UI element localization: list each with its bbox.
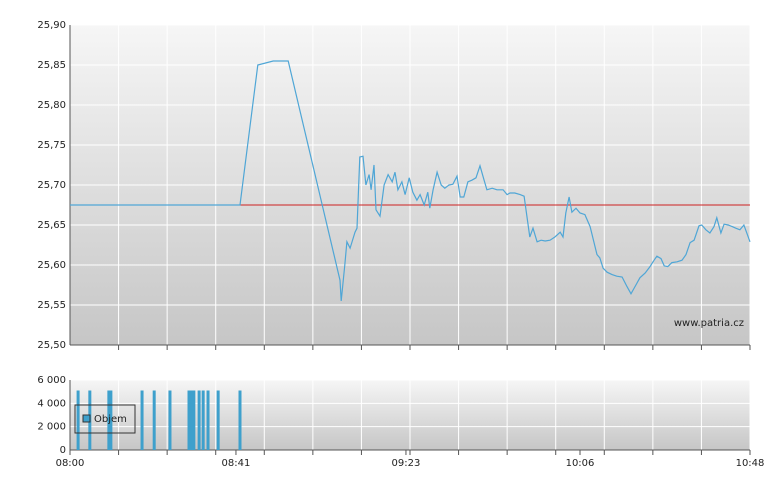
y-tick-label: 25,65 [37, 220, 66, 231]
x-tick-label: 10:06 [566, 458, 595, 469]
watermark: www.patria.cz [674, 318, 744, 329]
y-tick-label: 25,75 [37, 140, 66, 151]
volume-bar [76, 390, 80, 450]
volume-bar [168, 390, 172, 450]
y-tick-label: 25,60 [37, 260, 66, 271]
volume-bar [197, 390, 201, 450]
x-tick-label: 09:23 [392, 458, 421, 469]
price-line [70, 60, 751, 302]
legend-label: Objem [94, 414, 127, 425]
volume-bar [206, 390, 210, 450]
volume-bar [140, 390, 144, 450]
volume-bar [192, 390, 196, 450]
x-tick-label: 10:48 [736, 458, 765, 469]
y-tick-label: 25,55 [37, 300, 66, 311]
x-tick-label: 08:00 [56, 458, 85, 469]
y-tick-label: 6 000 [37, 375, 66, 386]
x-tick-label: 08:41 [222, 458, 251, 469]
y-tick-label: 0 [60, 445, 66, 456]
volume-bar [238, 390, 242, 450]
y-tick-label: 25,90 [37, 20, 66, 31]
y-tick-label: 25,80 [37, 100, 66, 111]
y-tick-label: 25,85 [37, 60, 66, 71]
y-tick-label: 25,50 [37, 340, 66, 351]
volume-bar [187, 390, 191, 450]
volume-bar [109, 390, 113, 450]
legend-box [74, 404, 136, 434]
volume-bar [216, 390, 220, 450]
y-tick-label: 4 000 [37, 398, 66, 409]
y-tick-label: 2 000 [37, 422, 66, 433]
volume-bar [201, 390, 205, 450]
volume-bar [107, 390, 111, 450]
volume-bar [152, 390, 156, 450]
y-tick-label: 25,70 [37, 180, 66, 191]
legend-swatch [82, 414, 91, 423]
volume-bar [189, 390, 193, 450]
